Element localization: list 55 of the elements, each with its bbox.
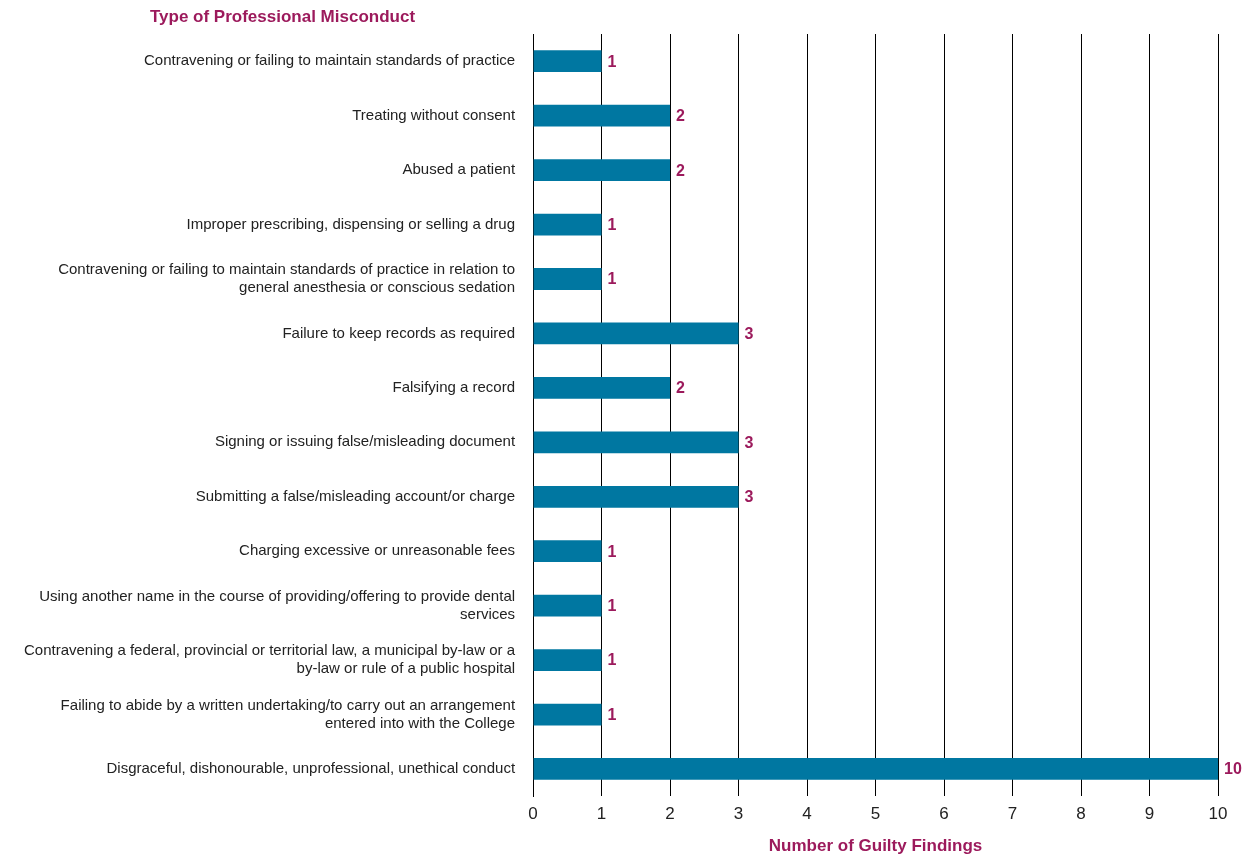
bar	[533, 540, 602, 563]
data-label: 2	[676, 107, 686, 125]
bar	[533, 485, 739, 508]
x-tick-label: 6	[939, 804, 949, 824]
x-axis-title: Number of Guilty Findings	[768, 836, 983, 856]
x-tick-label: 1	[596, 804, 607, 824]
bar	[533, 431, 739, 454]
data-label: 2	[676, 379, 686, 397]
y-tick-label: Disgraceful, dishonourable, unprofessional, unethical conduct	[106, 759, 516, 777]
y-tick-label: Contravening a federal, provincial or territorial law, a municipal by-law or a by-law or rule of a public hospital	[24, 641, 516, 677]
data-label: 1	[607, 705, 617, 723]
data-label: 3	[744, 324, 754, 342]
bar	[533, 213, 602, 236]
data-label: 1	[607, 52, 617, 70]
y-tick-label: Contravening or failing to maintain standards of practice	[144, 51, 516, 69]
x-tick-label: 7	[1007, 804, 1018, 824]
x-tick-label: 2	[665, 804, 675, 824]
bar	[533, 758, 1218, 780]
y-tick-label: Charging excessive or unreasonable fees	[239, 541, 516, 559]
data-label: 1	[607, 270, 617, 288]
y-tick-label: Treating without consent	[352, 105, 516, 123]
data-label: 1	[607, 597, 617, 615]
y-tick-label: Failing to abide by a written undertaking/to carry out an arrangement entered into with the College	[60, 695, 516, 731]
y-tick-label: Abused a patient	[402, 160, 516, 178]
data-label: 2	[676, 161, 686, 179]
data-label: 1	[607, 542, 617, 560]
y-tick-label: Submitting a false/misleading account/or charge	[195, 486, 516, 504]
bar	[533, 649, 602, 671]
data-label: 3	[744, 433, 754, 451]
x-tick-label: 3	[733, 804, 744, 824]
data-label: 1	[607, 215, 617, 233]
y-tick-label: Signing or issuing false/misleading document	[214, 432, 516, 450]
x-tick-label: 5	[870, 804, 881, 824]
bar	[533, 322, 739, 345]
x-tick-label: 4	[802, 804, 812, 824]
text: Type of Professional Misconduct	[149, 6, 416, 26]
bar	[533, 703, 602, 726]
y-tick-label: Contravening or failing to maintain standards of practice in relation to general anesthesia or conscious sedation	[58, 260, 516, 296]
bar	[533, 376, 671, 399]
x-tick-label: 0	[528, 804, 538, 824]
x-tick-label: 8	[1076, 804, 1086, 824]
y-tick-label: Improper prescribing, dispensing or selling a drug	[186, 214, 516, 232]
data-label: 3	[744, 488, 754, 506]
x-tick-label: 10	[1208, 804, 1228, 824]
bar	[533, 268, 602, 290]
bar	[533, 159, 671, 181]
y-tick-label: Failure to keep records as required	[282, 323, 516, 341]
y-tick-label: Using another name in the course of providing/offering to provide dental services	[39, 586, 516, 622]
x-tick-label: 9	[1144, 804, 1155, 824]
data-label: 1	[607, 651, 617, 669]
data-label: 10	[1224, 760, 1242, 778]
bar	[533, 50, 602, 73]
bar	[533, 594, 602, 617]
y-tick-label: Falsifying a record	[392, 378, 516, 396]
bar	[533, 104, 671, 127]
